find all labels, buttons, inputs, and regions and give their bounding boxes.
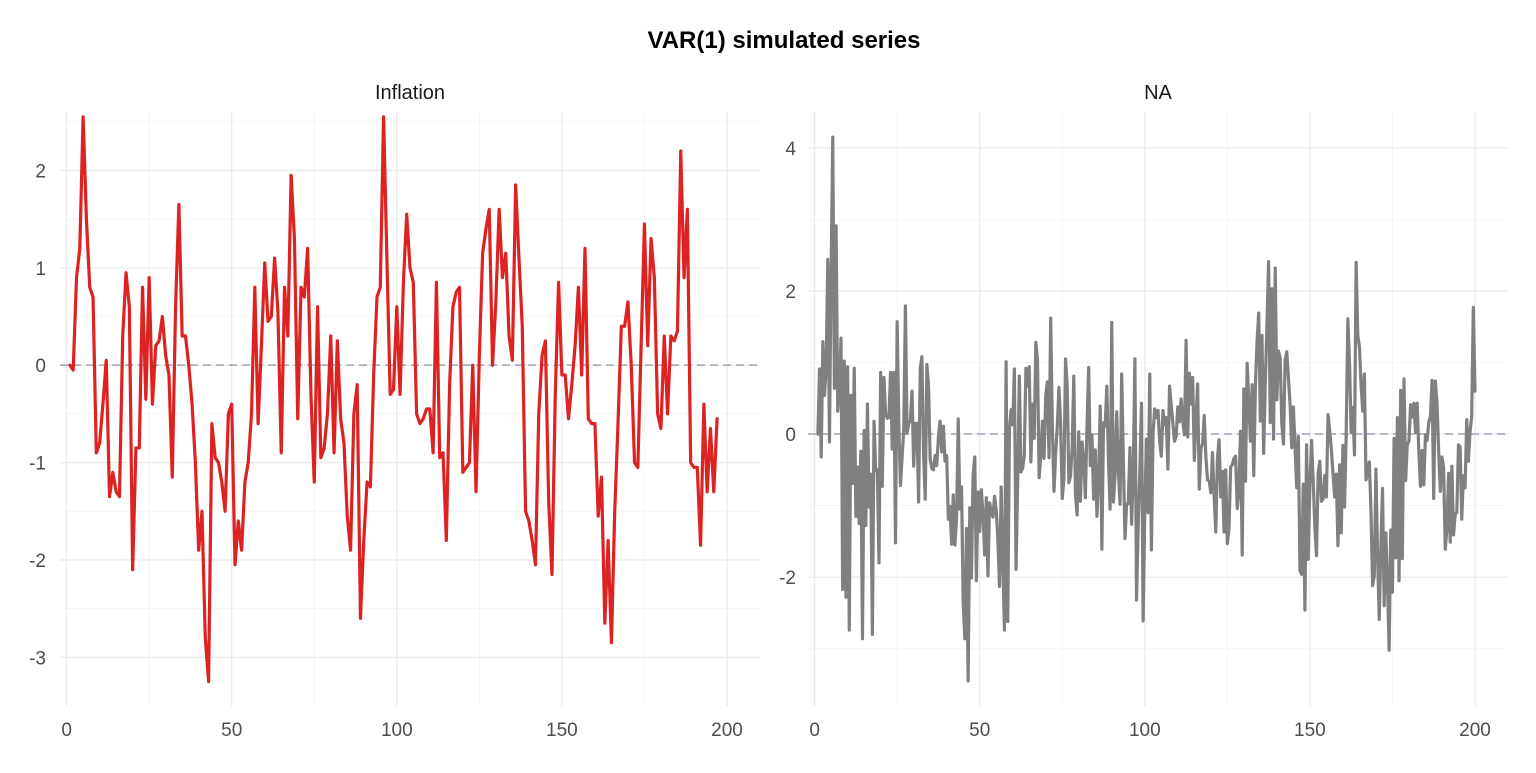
series-line-2: [816, 135, 1477, 683]
y-tick-label: 0: [785, 425, 796, 446]
y-tick-label: -3: [29, 648, 46, 669]
y-tick-label: 4: [785, 139, 796, 160]
x-tick-label: 50: [969, 720, 990, 741]
x-tick-label: 200: [1459, 720, 1491, 741]
x-tick-label: 100: [1129, 720, 1161, 741]
x-tick-label: 50: [221, 720, 242, 741]
y-tick-label: 1: [35, 259, 46, 280]
facet-strip-label: Inflation: [375, 82, 445, 104]
x-tick-label: 0: [809, 720, 820, 741]
y-tick-label: 2: [785, 282, 796, 303]
x-tick-label: 150: [1294, 720, 1326, 741]
series-line-1: [68, 115, 719, 684]
y-tick-label: 2: [35, 161, 46, 182]
chart-title: VAR(1) simulated series: [648, 27, 921, 54]
y-tick-label: -1: [29, 454, 46, 475]
facet-panel-2: 0 50 100 150 200 -2 0 2 4 NA: [779, 82, 1508, 741]
facet-panel-1: 0 50 100 150 200 -3 -2 -1 0 1 2 Inflation: [29, 82, 760, 741]
x-tick-label: 200: [711, 720, 743, 741]
x-tick-label: 150: [546, 720, 578, 741]
facet-strip-label: NA: [1144, 82, 1172, 104]
y-tick-label: 0: [35, 356, 46, 377]
x-tick-label: 100: [381, 720, 413, 741]
y-tick-label: -2: [779, 568, 796, 589]
x-tick-label: 0: [61, 720, 72, 741]
y-tick-label: -2: [29, 551, 46, 572]
